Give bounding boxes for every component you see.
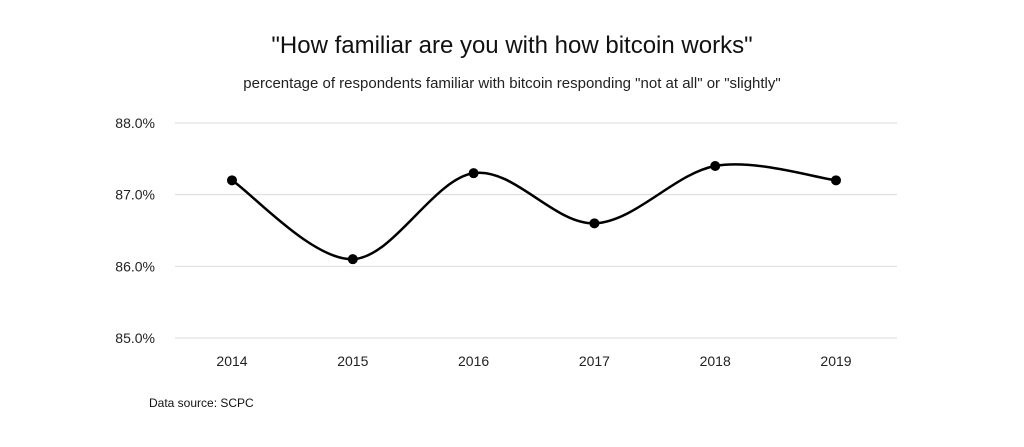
x-tick-label: 2018	[700, 353, 731, 369]
x-tick-label: 2014	[216, 353, 247, 369]
data-source-note: Data source: SCPC	[149, 396, 254, 410]
data-point	[347, 254, 358, 265]
x-axis-ticks: 2014 2015 2016 2017 2018 2019	[216, 353, 851, 369]
y-tick-label: 88.0%	[115, 115, 155, 131]
series-line	[230, 163, 838, 261]
y-tick-label: 87.0%	[115, 187, 155, 203]
x-tick-label: 2019	[820, 353, 851, 369]
data-point	[227, 175, 237, 186]
y-axis-ticks: 85.0% 86.0% 87.0% 88.0%	[115, 115, 155, 346]
y-tick-label: 86.0%	[115, 258, 155, 274]
gridlines	[175, 122, 897, 339]
x-tick-label: 2015	[337, 353, 368, 369]
x-tick-label: 2017	[579, 353, 610, 369]
data-points	[227, 161, 841, 265]
data-point	[831, 175, 841, 186]
series-layer	[230, 163, 838, 261]
chart-subtitle: percentage of respondents familiar with …	[243, 75, 781, 92]
data-point	[710, 161, 721, 171]
data-point	[589, 218, 600, 229]
x-tick-label: 2016	[458, 353, 489, 369]
chart-title: "How familiar are you with how bitcoin w…	[271, 32, 753, 59]
y-tick-label: 85.0%	[115, 330, 155, 346]
data-point	[468, 168, 479, 179]
